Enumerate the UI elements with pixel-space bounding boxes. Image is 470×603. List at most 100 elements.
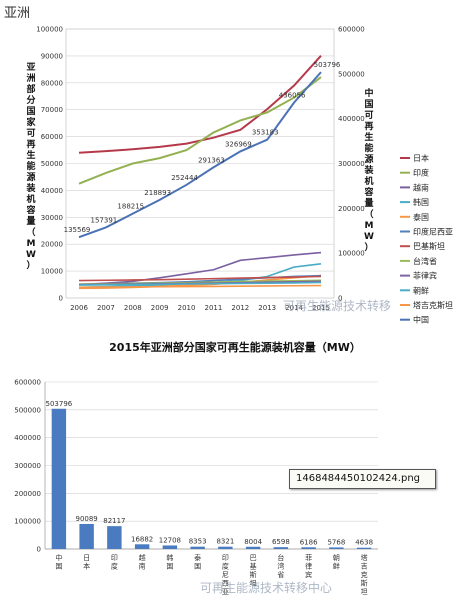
x-category-label: 日本 (83, 554, 90, 571)
y-left-tick: 30000 (41, 214, 63, 222)
data-label: 252444 (171, 174, 198, 182)
series-line-6 (78, 275, 322, 282)
bar-value-label: 12708 (159, 536, 181, 544)
y-left-tick: 10000 (41, 268, 63, 276)
data-label: 135569 (64, 226, 91, 234)
series-line-2 (78, 251, 322, 286)
bar-value-label: 8353 (189, 538, 207, 546)
data-label: 326969 (225, 140, 252, 148)
y-tick: 100000 (14, 518, 41, 526)
y-right-tick: 200000 (338, 205, 365, 213)
data-label: 291363 (198, 156, 225, 164)
y-tick: 200000 (14, 490, 41, 498)
legend-label: 巴基斯坦 (413, 241, 445, 251)
y-left-tick: 20000 (41, 241, 63, 249)
x-category-label: 泰国 (194, 553, 201, 571)
y-right-tick: 600000 (338, 26, 365, 34)
series-line-11 (78, 71, 322, 239)
x-tick: 2011 (205, 304, 223, 312)
x-category-label: 中国 (55, 553, 62, 571)
legend-label: 朝鲜 (413, 285, 429, 295)
data-label: 503796 (314, 61, 341, 69)
region-label: 亚洲 (4, 6, 31, 21)
bar-value-label: 5768 (327, 538, 345, 546)
bar-value-label: 16882 (131, 535, 153, 543)
data-label: 436056 (279, 92, 306, 100)
x-tick: 2007 (97, 304, 115, 312)
bar (245, 546, 261, 549)
line-chart: 0 10000 20000 30000 40000 50000 60000 70000 8000… (25, 26, 453, 325)
y-tick: 600000 (14, 379, 41, 387)
x-category-label: 塔吉克斯坦 (361, 553, 368, 596)
legend-label: 印度尼西亚 (413, 227, 453, 237)
y-left-tick: 80000 (41, 79, 63, 87)
x-tick: 2012 (231, 304, 249, 312)
y-left-tick: 0 (59, 295, 63, 303)
x-tick: 2013 (258, 304, 276, 312)
y-right-tick: 500000 (338, 70, 365, 78)
y-right-tick: 0 (338, 295, 342, 303)
legend-label: 日本 (413, 153, 429, 163)
x-category-label: 韩国 (166, 553, 173, 571)
bar (356, 547, 372, 549)
x-tick: 2014 (285, 304, 303, 312)
y-right-tick: 300000 (338, 160, 365, 168)
bar (190, 546, 205, 549)
legend-label: 塔吉克斯坦 (413, 300, 453, 310)
data-label: 218893 (144, 189, 171, 197)
watermark: 可再生能源技术转移中心 (200, 580, 332, 595)
y-tick: 500000 (14, 406, 41, 414)
x-tick: 2010 (178, 304, 196, 312)
data-label: 157391 (91, 216, 118, 224)
x-category-label: 朝鲜 (333, 554, 340, 571)
y-right-tick: 100000 (338, 250, 365, 258)
series-line-1 (78, 76, 322, 185)
bar-value-label: 4638 (355, 539, 373, 547)
data-label: 188215 (117, 203, 144, 211)
bar-value-label: 8004 (244, 538, 262, 546)
legend-label: 中国 (413, 315, 429, 325)
y-left-tick: 70000 (41, 106, 63, 114)
legend-label: 菲律宾 (413, 271, 437, 281)
watermark: 可再生能源技术转移 (283, 298, 391, 313)
x-category-label: 巴基斯坦 (250, 554, 257, 588)
x-category-label: 台湾省 (277, 553, 284, 579)
y-tick: 300000 (14, 462, 41, 470)
bar (218, 546, 233, 549)
bar-value-label: 8321 (216, 538, 234, 546)
y-left-tick: 60000 (41, 133, 63, 141)
x-category-label: 越南 (139, 553, 146, 571)
x-category-label: 印度 (111, 554, 118, 571)
legend-label: 韩国 (413, 197, 429, 207)
x-tick: 2008 (124, 304, 142, 312)
x-category-label: 菲律宾 (305, 553, 312, 579)
y-right-tick: 400000 (338, 115, 365, 123)
x-tick: 2006 (70, 304, 88, 312)
bar (79, 523, 94, 549)
x-tick: 2015 (312, 304, 330, 312)
series-line-9 (78, 281, 322, 286)
y-left-tick: 50000 (41, 160, 63, 168)
bar-value-label: 90089 (75, 515, 97, 523)
bar-value-label: 6598 (272, 538, 290, 546)
series-line-10 (78, 284, 322, 289)
bar (134, 544, 150, 549)
bar (329, 547, 344, 549)
bar (273, 547, 289, 549)
filename-tooltip: 1468484450102424.png (289, 469, 436, 489)
legend-label: 台湾省 (413, 256, 437, 266)
y-left-tick: 100000 (36, 26, 63, 34)
y-left-tick: 90000 (41, 52, 63, 60)
bar (162, 545, 178, 549)
bar (107, 526, 122, 549)
legend-label: 泰国 (413, 212, 429, 222)
y-left-tick: 40000 (41, 187, 63, 195)
legend-label: 越南 (413, 182, 429, 192)
legend-label: 印度 (413, 168, 429, 178)
y-axis-title-right: 中国可再生能源装机容量（ M W） (363, 87, 374, 253)
bar (51, 408, 67, 549)
bar-chart-title: 2015年亚洲部分国家可再生能源装机容量（MW） (109, 340, 361, 354)
bar-value-label: 6186 (300, 538, 318, 546)
y-tick: 0 (37, 546, 41, 554)
y-tick: 400000 (14, 434, 41, 442)
